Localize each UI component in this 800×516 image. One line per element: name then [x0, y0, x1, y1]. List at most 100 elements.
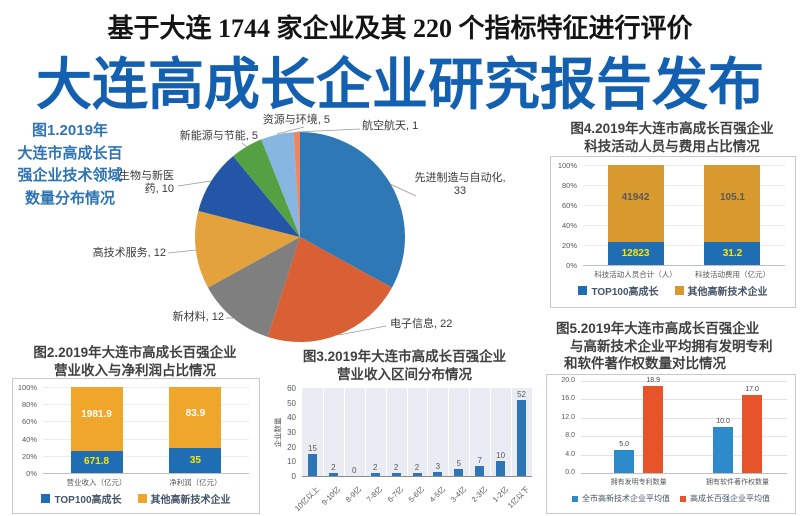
legend-item: 高成长百强企业平均值 [680, 493, 770, 504]
stacked-segment-top100 [607, 242, 664, 265]
pie-slice-3 [208, 237, 300, 337]
pie-leader-line [276, 126, 305, 135]
y-gridline [583, 205, 785, 206]
y-gridline [581, 436, 787, 438]
segment-value-label: 83.9 [185, 407, 206, 419]
pie-leader-line [389, 183, 417, 197]
stacked-segment-other [704, 165, 761, 242]
y-gridline [43, 421, 249, 423]
bar-value-label: 2 [372, 463, 378, 472]
pie-leader-line [296, 128, 361, 133]
x-category-label: 拥有发明专利数量 [610, 479, 667, 486]
fig1-pie-svg [167, 126, 417, 343]
stacked-segment-top100 [169, 448, 222, 473]
fig4-title: 图4.2019年大连市高成长百强企业 科技活动人员与费用占比情况 [548, 120, 796, 155]
bar-value-label: 5 [456, 459, 462, 468]
legend-item: TOP100高成长 [578, 283, 659, 298]
y-tick-label: 60 [287, 384, 296, 393]
y-gridline [43, 473, 249, 474]
y-tick-label: 40% [561, 221, 577, 230]
chart-legend: TOP100高成长 其他高新技术企业 [13, 491, 259, 506]
y-tick-label: 100% [17, 383, 37, 392]
bar-value-label: 15 [308, 444, 317, 453]
stacked-segment-other [607, 165, 664, 242]
pie-leader-line [167, 249, 197, 254]
pie-slice-8 [293, 131, 300, 237]
y-tick-label: 30 [287, 428, 296, 437]
legend-label: 其他高新技术企业 [150, 495, 231, 506]
y-gridline [43, 387, 249, 388]
y-tick-label: 40% [21, 434, 37, 444]
fig1-caption-line-2: 大连市高成长百 [17, 144, 123, 162]
bar [614, 450, 635, 473]
bar [433, 472, 443, 476]
plot-vertical-gridline [364, 388, 366, 476]
segment-value-label: 671.8 [84, 456, 110, 467]
segment-value-label: 35 [189, 454, 201, 466]
bar-value-label: 2 [331, 463, 336, 472]
y-gridline [581, 454, 787, 456]
pie-slice-6 [233, 139, 300, 237]
report-title: 大连高成长企业研究报告发布 [36, 53, 764, 116]
legend-label: 高成长百强企业平均值 [690, 494, 770, 503]
x-category-label: 净利润（亿元） [169, 478, 222, 487]
segment-value-label: 1981.9 [81, 408, 112, 420]
y-tick-label: 80% [21, 400, 37, 410]
plot-area [302, 388, 532, 477]
pie-slice-1 [300, 132, 405, 288]
pie-slice-5 [198, 156, 300, 237]
bar-value-label: 18.9 [646, 377, 660, 384]
pie-leader-line [241, 142, 248, 148]
bar [412, 473, 422, 476]
y-gridline [43, 455, 249, 457]
fig5-grouped-bar-chart: 20.0 16.0 12.0 8.0 4.0 0.0 5.0 18.9 拥有发明专利数量 10.0… [546, 374, 796, 514]
fig3-title-line-2: 营业收入区间分布情况 [337, 366, 472, 382]
plot-vertical-gridline [448, 388, 450, 476]
y-tick-label: 10 [287, 457, 296, 467]
y-gridline [581, 399, 787, 401]
segment-value-label: 41942 [621, 192, 650, 204]
fig3-title: 图3.2019年大连市高成长百强企业 营业收入区间分布情况 [272, 348, 537, 383]
y-tick-label: 12.0 [561, 413, 575, 421]
fig1-caption-line-4: 数量分布情况 [24, 189, 115, 207]
fig1-caption-line-1: 图1.2019年 [32, 122, 108, 139]
bar-value-label: 0 [352, 466, 357, 475]
bar [391, 473, 401, 476]
bar-value-label: 5.0 [619, 441, 630, 448]
fig4-title-line-2: 科技活动人员与费用占比情况 [584, 138, 760, 154]
plot-vertical-gridline [385, 388, 387, 476]
y-tick-label: 0% [566, 261, 577, 270]
y-gridline [583, 245, 785, 246]
y-tick-label: 4.0 [565, 450, 575, 458]
pie-leader-line [338, 325, 387, 336]
fig5-title: 图5.2019年大连市高成长百强企业 与高新技术企业平均拥有发明专利 和软件著作… [556, 320, 796, 373]
stacked-segment-top100 [704, 242, 761, 265]
report-subtitle: 基于大连 1744 家企业及其 220 个指标特征进行评价 [107, 14, 693, 43]
pie-slice-label: 电子信息, 22 [390, 318, 453, 330]
segment-value-label: 105.1 [719, 192, 745, 204]
y-gridline [43, 404, 249, 406]
y-tick-label: 20% [21, 451, 37, 461]
bar-value-label: 17.0 [745, 386, 759, 393]
legend-swatch [41, 494, 51, 503]
legend-item: TOP100高成长 [41, 491, 122, 506]
legend-label: TOP100高成长 [54, 495, 122, 506]
bar [328, 473, 338, 476]
pie-slice-label: 资源与环境, 5 [262, 114, 330, 126]
pie-slice-4 [195, 210, 300, 288]
chart-legend: 全市高新技术企业平均值 高成长百强企业平均值 [547, 493, 795, 504]
fig2-title: 图2.2019年大连市高成长百强企业 营业收入与净利润占比情况 [10, 344, 260, 379]
fig4-title-line-1: 图4.2019年大连市高成长百强企业 [570, 121, 774, 136]
pie-slice-label: 先进制造与自动化, 33 [414, 172, 506, 197]
bar-value-label: 2 [393, 463, 399, 472]
fig1-pie-chart: 先进制造与自动化, 33 电子信息, 22 新材料, 12 高技术服务, 12 生物与新… [60, 112, 540, 362]
y-tick-label: 60% [561, 201, 577, 210]
y-gridline [581, 417, 787, 419]
bar [454, 469, 464, 476]
y-tick-label: 80% [561, 181, 577, 190]
y-gridline [583, 225, 785, 226]
stacked-segment-top100 [70, 451, 123, 473]
bar [307, 454, 317, 476]
legend-swatch [578, 286, 588, 295]
fig5-title-line-1: 图5.2019年大连市高成长百强企业 [556, 321, 760, 336]
